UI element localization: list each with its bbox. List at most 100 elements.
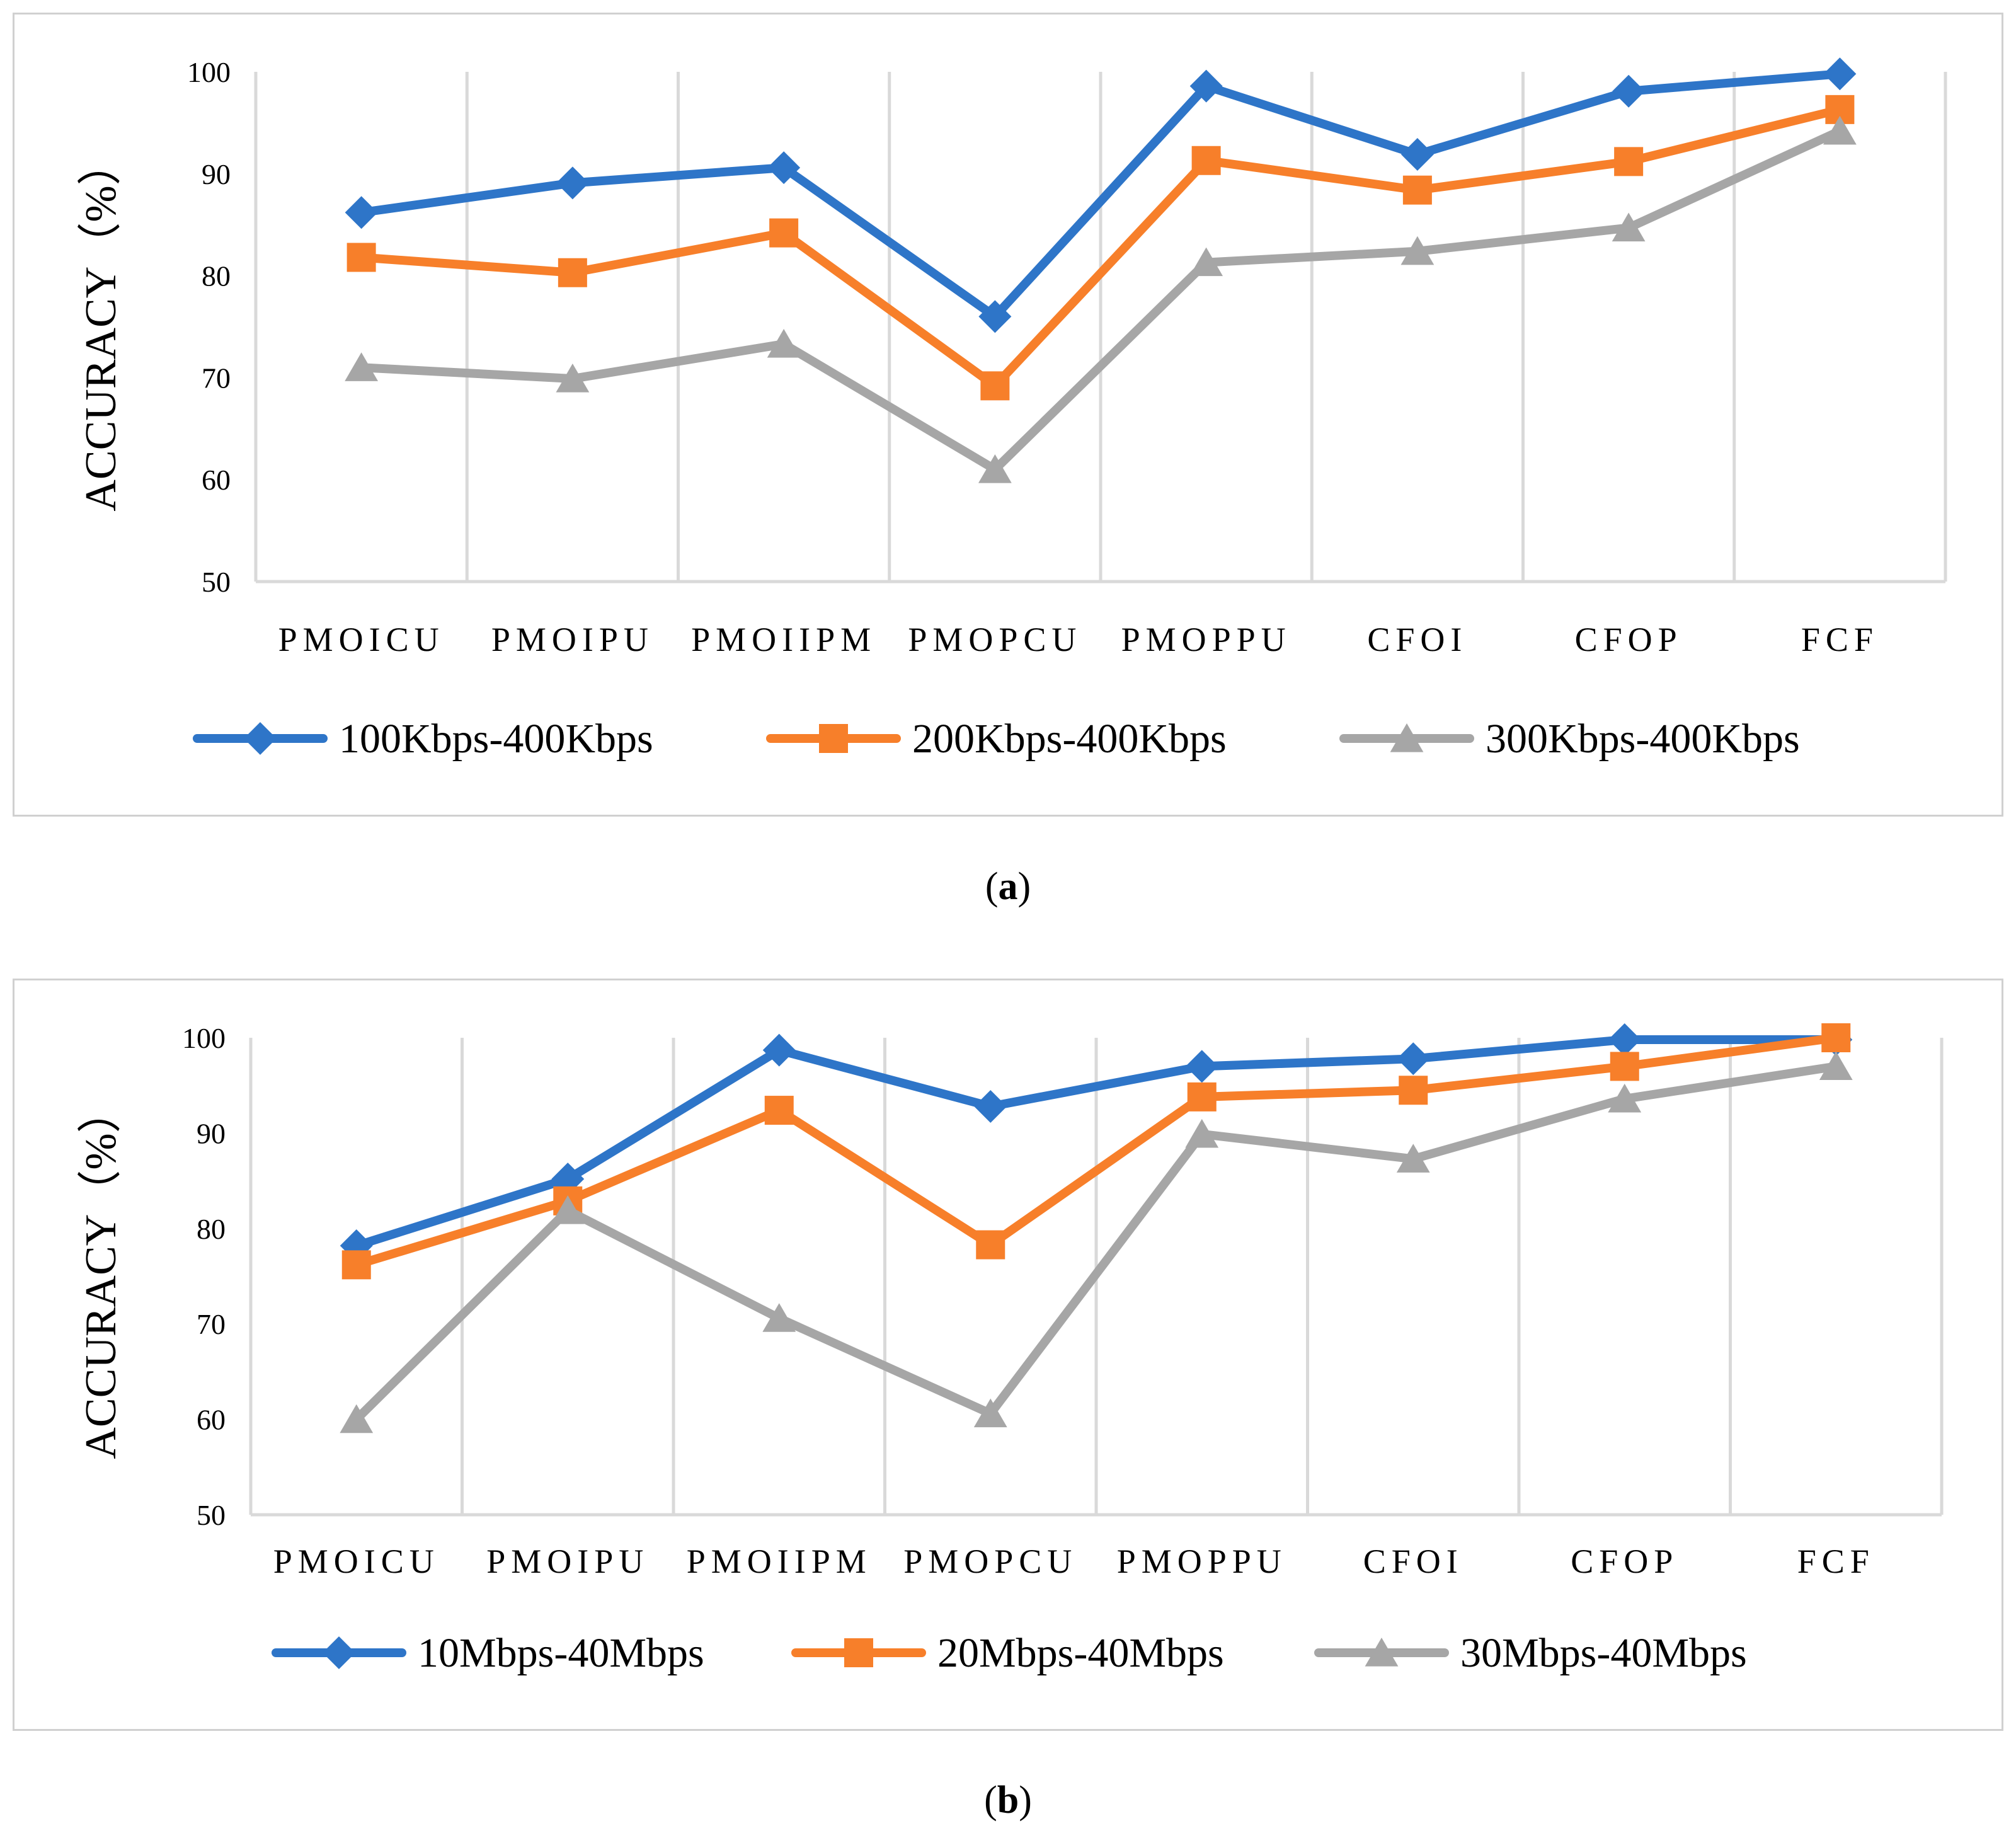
chart-panel-a: 50 60 70 80 90 100 PMOICU PMOIPU PMOIIPM PMOPCU PM… [13,13,2003,817]
data-point-marker [1399,1076,1428,1105]
data-point-marker [346,243,376,272]
data-point-marker [769,218,799,248]
legend-swatch-marker [819,724,848,753]
y-tick-label: 60 [202,464,231,496]
legend-item: 200Kbps-400Kbps [766,716,1227,762]
legend-item: 300Kbps-400Kbps [1339,716,1800,762]
y-axis-label: ACCURACY（%） [77,141,125,511]
x-tick-label: PMOICU [278,621,445,658]
x-tick-label: FCF [1797,1542,1875,1580]
x-tick-label: PMOIIPM [691,621,876,658]
data-point-marker [340,1404,374,1433]
data-point-marker [1400,138,1434,171]
series-line [352,1035,1841,1251]
data-point-marker [1191,146,1221,175]
y-tick-label: 50 [197,1499,226,1531]
data-point-marker [762,1033,796,1067]
data-point-marker [973,1398,1007,1428]
data-point-marker [762,1303,796,1332]
data-point-marker [341,1250,371,1280]
legend-swatch-marker [1390,723,1424,752]
legend: 100Kbps-400Kbps 200Kbps-400Kbps 300Kbps-40… [193,716,1800,762]
legend-item: 30Mbps-40Mbps [1314,1630,1747,1676]
y-tick-label: 100 [187,56,231,88]
legend-swatch-marker [244,722,277,755]
y-tick-labels: 50 60 70 80 90 100 [187,56,231,598]
x-tick-label: CFOI [1363,1542,1463,1580]
data-point-marker [767,151,801,185]
series-3 [340,1051,1853,1433]
legend: 10Mbps-40Mbps 20Mbps-40Mbps 30Mbps-40Mbps [272,1630,1747,1676]
x-tick-label: PMOPCU [908,621,1082,658]
data-point-marker [1397,1042,1430,1076]
data-point-marker [1400,236,1435,265]
data-point-marker [767,329,801,358]
legend-item: 10Mbps-40Mbps [272,1630,704,1676]
y-tick-label: 70 [202,362,231,394]
caption-a: (a) [985,865,1031,908]
y-tick-label: 90 [202,158,231,190]
data-point-marker [1189,69,1223,103]
y-tick-label: 80 [202,260,231,292]
data-point-marker [1823,57,1857,91]
data-point-marker [1402,175,1432,205]
y-axis-label: ACCURACY（%） [77,1089,125,1459]
data-point-marker [345,352,379,381]
y-tick-label: 70 [197,1308,226,1340]
series-line [357,126,1845,474]
y-tick-label: 90 [197,1117,226,1149]
data-point-marker [1608,1023,1641,1057]
data-point-marker [1608,1083,1642,1113]
x-tick-label: FCF [1801,621,1879,658]
series-line [352,1062,1841,1424]
data-point-marker [1612,74,1646,108]
series-3 [345,115,1857,483]
series-line [357,105,1845,391]
series-line [352,1033,1841,1270]
data-point-marker [978,454,1012,483]
data-point-marker [551,1163,585,1196]
data-point-marker [556,364,590,393]
data-point-marker [1185,1118,1219,1148]
data-point-marker [551,1195,585,1224]
caption-b: (b) [984,1779,1032,1822]
x-tick-label: PMOPCU [903,1542,1077,1580]
y-tick-label: 60 [197,1404,226,1436]
data-point-marker [558,258,587,287]
legend-label: 10Mbps-40Mbps [418,1630,704,1676]
caption-a-letter: a [998,865,1018,908]
y-tick-label: 100 [182,1022,226,1054]
y-tick-label: 80 [197,1213,226,1245]
data-point-marker [974,1090,1007,1123]
data-point-marker [1610,1052,1639,1081]
data-point-marker [1396,1144,1430,1173]
x-tick-label: CFOP [1571,1542,1678,1580]
data-point-marker [978,300,1012,333]
data-point-marker [1819,1051,1853,1081]
legend-label: 30Mbps-40Mbps [1460,1630,1747,1676]
legend-label: 200Kbps-400Kbps [912,716,1227,762]
data-point-marker [1612,212,1646,242]
x-tick-label: CFOP [1575,621,1683,658]
data-point-marker [976,1230,1005,1260]
x-tick-label: PMOICU [273,1542,440,1580]
gridlines [254,72,1947,582]
legend-label: 300Kbps-400Kbps [1486,716,1800,762]
chart-panel-b: 50 60 70 80 90 100 PMOICU PMOIPU PMOIIPM PMOPCU PM… [13,979,2003,1731]
series-line [357,69,1845,321]
data-point-marker [1821,1023,1851,1052]
data-point-marker [1614,147,1644,176]
x-tick-label: PMOPPU [1117,1542,1287,1580]
y-tick-labels: 50 60 70 80 90 100 [182,1022,226,1531]
x-tick-labels: PMOICU PMOIPU PMOIIPM PMOPCU PMOPPU CFOI CFOP F… [273,1542,1875,1580]
legend-label: 100Kbps-400Kbps [339,716,653,762]
x-tick-labels: PMOICU PMOIPU PMOIIPM PMOPCU PMOPPU CFOI CFOP F… [278,621,1879,658]
series-1 [340,1023,1853,1263]
data-point-marker [1189,247,1223,277]
legend-swatch-marker [844,1638,873,1667]
legend-label: 20Mbps-40Mbps [937,1630,1224,1676]
legend-item: 20Mbps-40Mbps [791,1630,1224,1676]
y-tick-label: 50 [202,566,231,598]
